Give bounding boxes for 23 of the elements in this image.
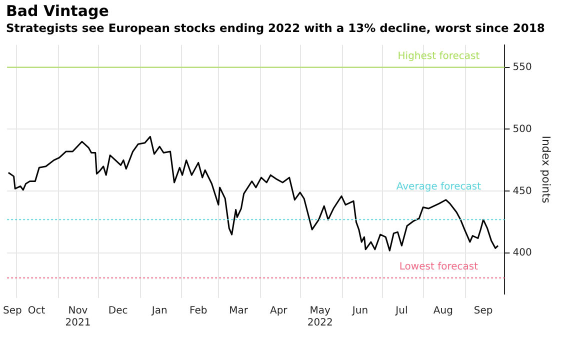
- x-tick-label: Sep: [2, 306, 22, 317]
- x-tick-label: Apr: [270, 306, 288, 317]
- x-tick-label: Jan: [150, 306, 168, 317]
- y-tick-label: 400: [512, 248, 532, 259]
- ref-line-label: Average forecast: [396, 181, 482, 192]
- x-tick-label: Feb: [190, 306, 208, 317]
- ref-line-label: Highest forecast: [398, 50, 480, 62]
- x-tick-label: Dec: [108, 306, 128, 317]
- y-axis-title: Index points: [540, 136, 553, 204]
- ref-line-label: Lowest forecast: [399, 261, 478, 272]
- x-tick-label: Oct: [28, 306, 46, 317]
- x-tick-label: Sep: [474, 306, 493, 317]
- x-tick-label: Mar: [229, 306, 249, 317]
- y-tick-label: 500: [512, 124, 532, 135]
- x-tick-label: May 2022: [307, 306, 333, 329]
- x-tick-label: Aug: [433, 306, 453, 317]
- x-tick-label: Nov 2021: [65, 306, 91, 329]
- x-tick-label: Jun: [351, 306, 368, 317]
- y-tick-label: 450: [512, 186, 532, 197]
- chart-title: Bad Vintage: [6, 2, 110, 20]
- y-tick-label: 550: [512, 62, 532, 73]
- chart-subtitle: Strategists see European stocks ending 2022 with a 13% decline, worst since 2018: [6, 20, 546, 36]
- x-tick-label: Jul: [394, 306, 408, 317]
